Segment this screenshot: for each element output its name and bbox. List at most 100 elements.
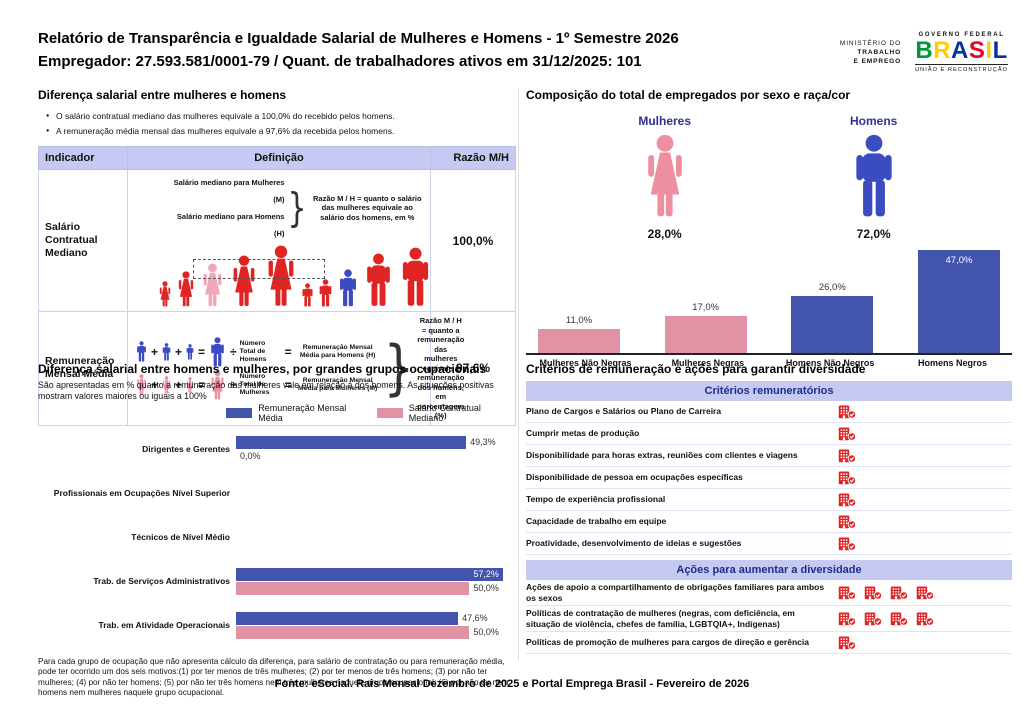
- criteria-icons: [838, 448, 856, 463]
- criteria-icons: [838, 470, 856, 485]
- female-icon: [162, 375, 171, 394]
- brasil-letter: A: [951, 37, 969, 64]
- criteria-label: Ações de apoio a compartilhamento de obr…: [526, 582, 825, 603]
- median-ratio-note: Razão M / H = quanto o salário das mulhe…: [313, 193, 422, 222]
- building-check-icon: [838, 611, 856, 626]
- building-check-icon: [838, 470, 856, 485]
- formula-result: Remuneração Mensal Média para Homens (H): [299, 343, 376, 359]
- occupation-row: Dirigentes e Gerentes 49,3% 0,0%: [38, 427, 516, 471]
- bar-value-label: 49,3%: [470, 437, 496, 447]
- criteria-icons: [838, 585, 934, 600]
- category-label: Homens Negros: [917, 358, 987, 368]
- median-women-label: Salário mediano para Mulheres (M): [173, 178, 285, 204]
- section-criteria: Critérios de remuneração e ações para ga…: [526, 362, 1012, 654]
- male-icon: [211, 337, 224, 367]
- criteria-label: Políticas de promoção de mulheres para c…: [526, 637, 809, 648]
- criteria-row: Políticas de contratação de mulheres (ne…: [526, 606, 1012, 632]
- occupation-row: Profissionais em Ocupações Nível Superio…: [38, 471, 516, 515]
- occupation-row: Trab. em Atividade Operacionais 47,6% 50,0…: [38, 603, 516, 647]
- women-average-formula: + + = ÷ Número Total de Mulheres = Remuneração…: [135, 370, 381, 400]
- report-header: Relatório de Transparência e Igualdade S…: [38, 27, 679, 73]
- bar-plot: 47,6% 50,0%: [236, 611, 516, 639]
- criteria-icons: [838, 514, 856, 529]
- category-label: Profissionais em Ocupações Nível Superio…: [53, 488, 230, 498]
- building-check-icon: [838, 492, 856, 507]
- formula-divisor: Número Total de Homens: [239, 339, 267, 363]
- male-icon: [186, 343, 194, 360]
- chart-legend: Remuneração Mensal Média Salário Contrat…: [226, 403, 516, 423]
- criteria-row: Capacidade de trabalho em equipe: [526, 511, 1012, 533]
- indicator-name: Salário Contratual Mediano: [38, 169, 128, 312]
- men-average-formula: + + = ÷ Número Total de Homens = Remuneração M…: [135, 337, 381, 367]
- female-icon: [178, 271, 194, 307]
- criteria-row: Cumprir metas de produção: [526, 423, 1012, 445]
- criteria-groups: Critérios remuneratórios Plano de Cargos …: [526, 381, 1012, 654]
- bar-value-label: 50,0%: [473, 583, 499, 593]
- composition-categories: Mulheres Não Negras Mulheres Negras Homens…: [526, 358, 1012, 368]
- criteria-title: Critérios de remuneração e ações para ga…: [526, 362, 866, 376]
- col-header-indicador: Indicador: [38, 146, 128, 170]
- bar-value-label: 47,6%: [462, 613, 488, 623]
- women-figure-group: Mulheres 28,0%: [638, 114, 691, 241]
- building-check-icon: [838, 426, 856, 441]
- male-icon: [402, 247, 429, 306]
- ratio-value: 97,6%: [430, 311, 516, 426]
- category-label: Técnicos de Nível Médio: [131, 532, 230, 542]
- brasil-letter: I: [985, 37, 993, 64]
- criteria-row: Tempo de experiência profissional: [526, 489, 1012, 511]
- criteria-label: Disponibilidade de pessoa em ocupações e…: [526, 472, 743, 483]
- criteria-row: Proatividade, desenvolvimento de ideias …: [526, 533, 1012, 555]
- criteria-row: Disponibilidade de pessoa em ocupações e…: [526, 467, 1012, 489]
- bar-value-label: 57,2%: [473, 568, 499, 579]
- criteria-icons: [838, 404, 856, 419]
- ministry-line1: MINISTÉRIO DO: [839, 40, 902, 47]
- criteria-icons: [838, 611, 934, 626]
- salary-gap-title: Diferença salarial entre mulheres e home…: [38, 88, 287, 102]
- building-check-icon: [864, 585, 882, 600]
- bar: [664, 315, 747, 353]
- bullet-median: O salário contratual mediano das mulhere…: [46, 109, 516, 124]
- category-label: Trab. de Serviços Administrativos: [93, 576, 230, 586]
- definition-cell: + + = ÷ Número Total de Homens = Remuneração M…: [127, 311, 464, 426]
- female-icon: [638, 134, 691, 223]
- occupational-footnote: Para cada grupo de ocupação que não apre…: [38, 657, 509, 698]
- ratio-value: 100,0%: [430, 169, 516, 312]
- criteria-group-header: Critérios remuneratórios: [526, 381, 1012, 401]
- brasil-letter: B: [915, 37, 934, 64]
- building-check-icon: [864, 611, 882, 626]
- brasil-letter: R: [933, 37, 952, 64]
- men-percent: 72,0%: [856, 227, 891, 241]
- criteria-row: Disponibilidade para horas extras, reuni…: [526, 445, 1012, 467]
- criteria-icons: [838, 635, 856, 650]
- criteria-label: Capacidade de trabalho em equipe: [526, 516, 667, 527]
- building-check-icon: [838, 404, 856, 419]
- section-composition: Composição do total de empregados por se…: [526, 88, 1012, 368]
- building-check-icon: [838, 635, 856, 650]
- category-label: Mulheres Não Negras: [539, 358, 632, 368]
- male-icon: [340, 269, 356, 307]
- criteria-icons: [838, 492, 856, 507]
- bullet-mean: A remuneração média mensal das mulheres …: [46, 124, 516, 139]
- section-salary-gap: Diferença salarial entre mulheres e home…: [38, 88, 516, 426]
- legend-label-blue: Remuneração Mensal Média: [258, 403, 347, 423]
- bar-value-label: 50,0%: [473, 627, 499, 637]
- mean-ratio-note: Razão M / H = quanto a remuneração das m…: [417, 316, 465, 420]
- formula-result: Remuneração Mensal Média para Mulheres (…: [298, 376, 378, 392]
- category-label: Dirigentes e Gerentes: [142, 444, 230, 454]
- building-check-icon: [838, 514, 856, 529]
- female-icon: [268, 245, 294, 306]
- bar-plot: 57,2% 50,0%: [236, 567, 516, 595]
- occupation-row: Técnicos de Nível Médio: [38, 515, 516, 559]
- male-icon: [848, 134, 900, 223]
- criteria-group-header: Ações para aumentar a diversidade: [526, 560, 1012, 580]
- people-size-diagram: [133, 243, 429, 307]
- male-icon: [367, 253, 390, 306]
- male-icon: [162, 342, 171, 361]
- bar-plot: 49,3% 0,0%: [236, 435, 516, 463]
- bar-value-label: 26,0%: [818, 281, 846, 293]
- bar: [236, 435, 467, 449]
- composition-bar-chart: 11,0% 17,0% 26,0% 47,0%: [526, 249, 1012, 355]
- report-title: Relatório de Transparência e Igualdade S…: [38, 30, 679, 47]
- indicator-name: Remuneração Mensal Média: [38, 311, 128, 426]
